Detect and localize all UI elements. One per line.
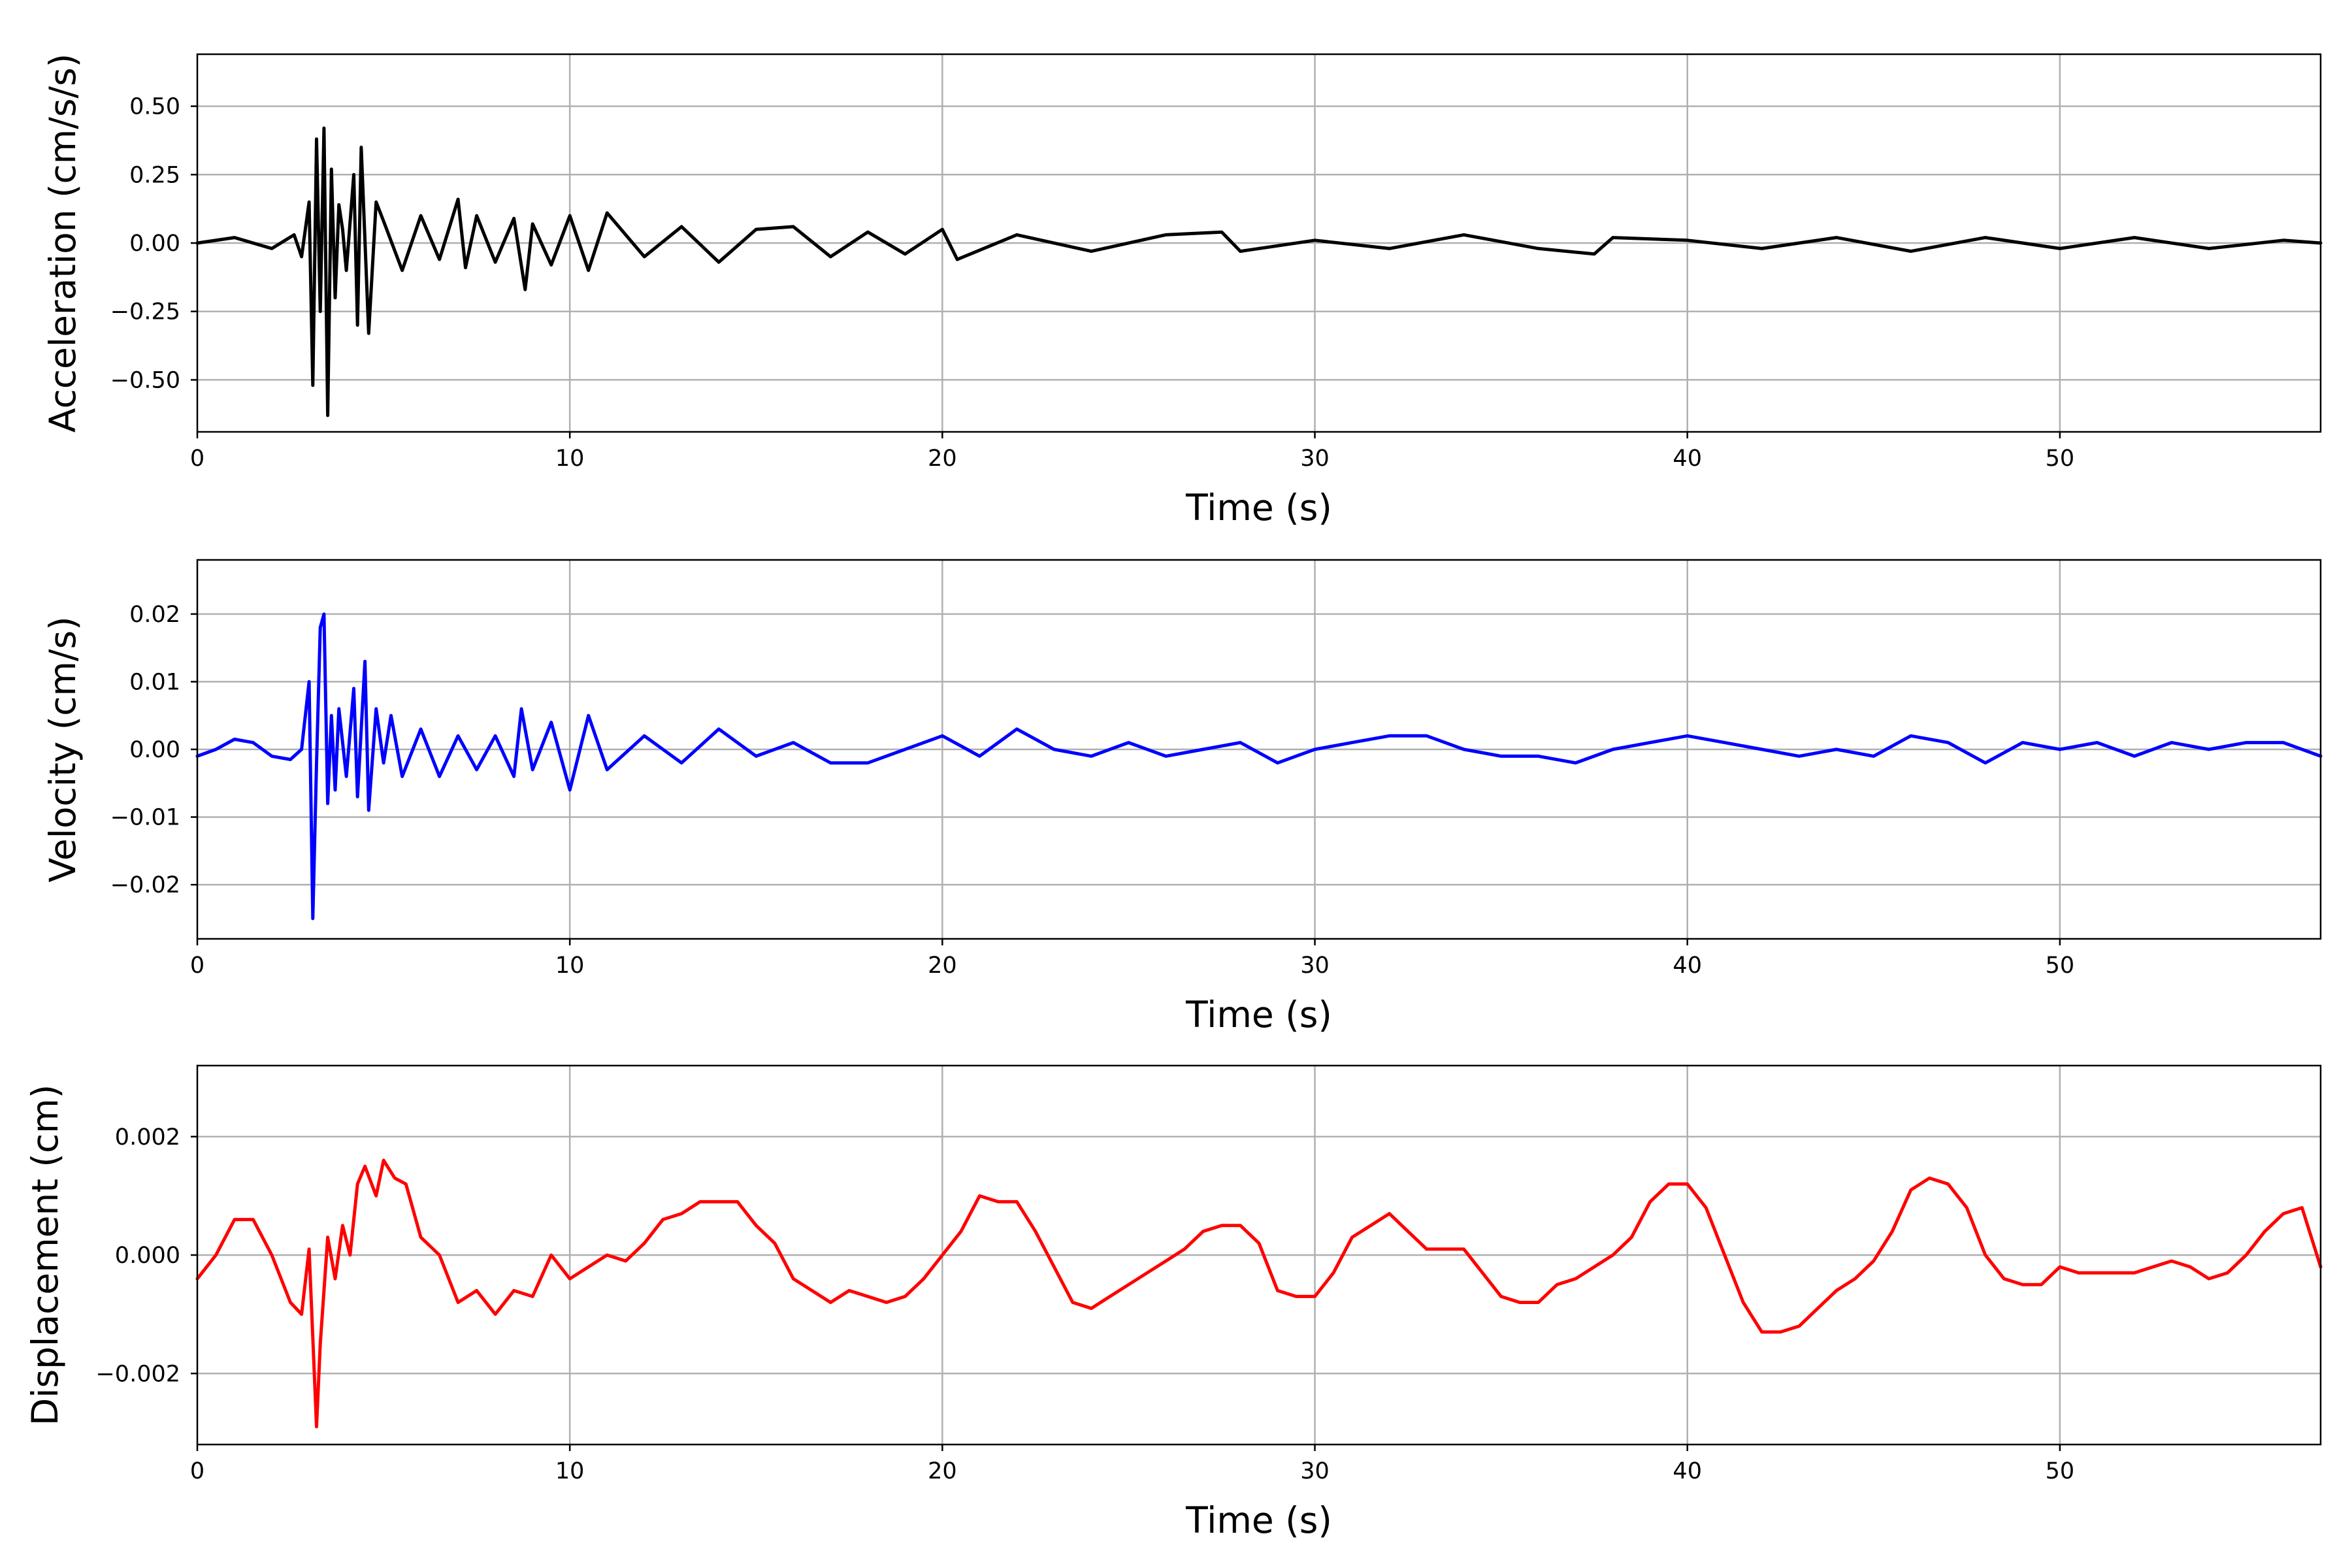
velocity-x-tick-label: 40 [1673, 953, 1702, 979]
acceleration-y-tick-label: −0.50 [110, 367, 180, 393]
velocity-y-tick-label: 0.02 [129, 602, 180, 628]
displacement-y-tick-label: −0.002 [95, 1361, 180, 1387]
acceleration-x-tick-label: 40 [1673, 446, 1702, 472]
velocity-y-tick-label: 0.01 [129, 669, 180, 695]
velocity-x-axis-label: Time (s) [1185, 994, 1332, 1036]
acceleration-x-axis-label: Time (s) [1185, 487, 1332, 529]
velocity-x-tick-label: 50 [2046, 953, 2075, 979]
velocity-y-axis-label: Velocity (cm/s) [42, 616, 84, 882]
acceleration-y-tick-label: 0.25 [129, 162, 180, 188]
acceleration-x-tick-label: 10 [555, 446, 585, 472]
velocity-x-tick-label: 30 [1300, 953, 1330, 979]
velocity-y-tick-label: −0.01 [110, 805, 180, 831]
displacement-panel: 0 10 20 30 40 50 −0.002 0.000 0.002 Time (s) Displ… [24, 1064, 2323, 1541]
displacement-series-line [195, 1158, 2323, 1429]
acceleration-panel: 0 10 20 30 40 50 −0.50 −0.25 0.00 0.25 0.50 Time (s… [42, 53, 2323, 529]
displacement-x-tick-label: 0 [190, 1458, 204, 1484]
velocity-y-tick-label: 0.00 [129, 737, 180, 763]
acceleration-series-line [195, 126, 2323, 417]
acceleration-x-tick-label: 50 [2046, 446, 2075, 472]
displacement-y-axis-label: Displacement (cm) [24, 1085, 66, 1426]
acceleration-y-tick-label: −0.25 [110, 299, 180, 325]
displacement-x-tick-label: 50 [2046, 1458, 2075, 1484]
displacement-y-tick-label: 0.002 [115, 1124, 180, 1151]
velocity-x-tick-label: 10 [555, 953, 585, 979]
displacement-x-tick-label: 10 [555, 1458, 585, 1484]
displacement-y-tick-label: 0.000 [115, 1243, 180, 1269]
acceleration-x-tick-label: 30 [1300, 446, 1330, 472]
displacement-x-axis-label: Time (s) [1185, 1499, 1332, 1541]
displacement-x-tick-label: 30 [1300, 1458, 1330, 1484]
displacement-x-tick-label: 20 [928, 1458, 957, 1484]
velocity-x-tick-label: 20 [928, 953, 957, 979]
acceleration-y-tick-label: 0.00 [129, 231, 180, 257]
acceleration-y-axis-label: Acceleration (cm/s/s) [42, 54, 84, 433]
acceleration-y-tick-label: 0.50 [129, 94, 180, 120]
velocity-y-tick-label: −0.02 [110, 872, 180, 898]
displacement-x-tick-label: 40 [1673, 1458, 1702, 1484]
velocity-x-tick-label: 0 [190, 953, 204, 979]
acceleration-x-tick-label: 20 [928, 446, 957, 472]
acceleration-x-tick-label: 0 [190, 446, 204, 472]
velocity-panel: 0 10 20 30 40 50 −0.02 −0.01 0.00 0.01 0.02 Time (s… [42, 559, 2323, 1036]
velocity-series-line [195, 612, 2323, 921]
